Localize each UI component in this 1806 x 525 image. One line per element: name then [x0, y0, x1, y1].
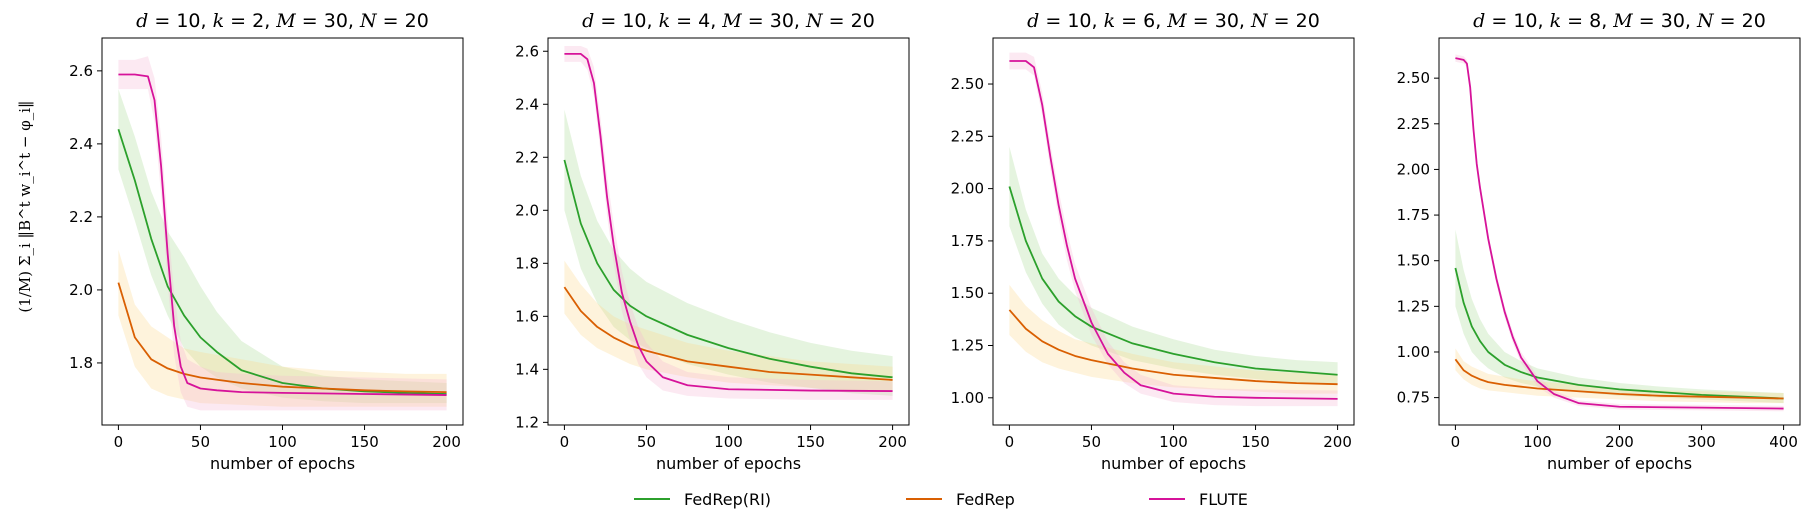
- x-tick-label: 200: [878, 433, 907, 451]
- x-tick-label: 200: [1323, 433, 1352, 451]
- y-tick-label: 0.75: [1397, 389, 1430, 407]
- y-tick-label: 1.50: [1397, 252, 1430, 270]
- x-tick-label: 0: [114, 433, 124, 451]
- x-axis-label: number of epochs: [210, 454, 355, 473]
- x-tick-label: 400: [1769, 433, 1798, 451]
- y-tick-label: 1.25: [1397, 297, 1430, 315]
- x-tick-label: 0: [560, 433, 570, 451]
- x-tick-label: 150: [350, 433, 379, 451]
- x-tick-label: 50: [637, 433, 656, 451]
- line-fedrepri: [117, 128, 447, 395]
- x-tick-label: 50: [1082, 433, 1101, 451]
- x-tick-label: 100: [1159, 433, 1188, 451]
- x-tick-label: 200: [432, 433, 461, 451]
- y-tick-label: 2.25: [1397, 115, 1430, 133]
- y-tick-label: 1.25: [951, 337, 984, 355]
- legend-item-fedrep: FedRep: [906, 490, 1015, 509]
- legend-label: FLUTE: [1199, 490, 1248, 509]
- y-tick-label: 2.6: [515, 42, 539, 60]
- x-tick-label: 0: [1005, 433, 1015, 451]
- y-tick-label: 2.2: [515, 148, 539, 166]
- legend-item-flute: FLUTE: [1149, 490, 1248, 509]
- y-tick-label: 1.00: [951, 389, 984, 407]
- legend-label: FedRep(RI): [684, 490, 771, 509]
- y-tick-label: 1.8: [69, 354, 93, 372]
- line-fedrep: [1454, 358, 1784, 400]
- y-tick-label: 2.4: [515, 95, 539, 113]
- legend-label: FedRep: [956, 490, 1015, 509]
- y-tick-label: 2.4: [69, 135, 93, 153]
- legend: FedRep(RI) FedRep FLUTE: [634, 490, 1248, 509]
- y-tick-label: 2.2: [69, 208, 93, 226]
- x-axis-label: number of epochs: [1101, 454, 1246, 473]
- chart-panel-2: 0 50 100 150 200 1.2 1.4 1.6 1.8 2.0 2.2 2.4 2.6 d = …: [515, 10, 910, 473]
- x-tick-label: 100: [1523, 433, 1552, 451]
- y-tick-label: 2.50: [951, 75, 984, 93]
- line-fedrep: [1008, 309, 1338, 386]
- band-fedrepri: [118, 89, 447, 404]
- x-tick-label: 150: [796, 433, 825, 451]
- plot-area: [1008, 52, 1338, 407]
- line-fedrepri: [563, 159, 893, 379]
- y-tick-label: 2.50: [1397, 69, 1430, 87]
- y-tick-label: 2.0: [69, 281, 93, 299]
- line-flute: [118, 73, 447, 396]
- line-flute: [1009, 60, 1338, 400]
- line-fedrep: [117, 282, 447, 394]
- y-tick-label: 1.50: [951, 284, 984, 302]
- line-fedrepri: [1008, 186, 1338, 376]
- x-tick-label: 150: [1241, 433, 1270, 451]
- y-tick-label: 1.2: [515, 413, 539, 431]
- band-fedrep: [564, 260, 893, 391]
- x-tick-label: 0: [1451, 433, 1461, 451]
- y-tick-label: 2.0: [515, 201, 539, 219]
- y-tick-label: 2.25: [951, 127, 984, 145]
- chart-panel-3: 0 50 100 150 200 1.00 1.25 1.50 1.75 2.00 2.25 2.50…: [951, 10, 1355, 473]
- y-tick-label: 1.8: [515, 254, 539, 272]
- x-tick-label: 300: [1687, 433, 1716, 451]
- band-flute: [118, 56, 447, 411]
- band-fedrepri: [564, 109, 893, 396]
- y-tick-label: 1.00: [1397, 343, 1430, 361]
- band-fedrep: [1455, 348, 1784, 404]
- y-tick-label: 2.00: [1397, 160, 1430, 178]
- y-axis-label: (1/M) Σ_i ‖B^t w_i^t − φ_i‖: [16, 100, 34, 312]
- plot-area: [1454, 54, 1784, 412]
- y-tick-label: 2.6: [69, 62, 93, 80]
- y-tick-label: 1.75: [1397, 206, 1430, 224]
- x-tick-label: 200: [1605, 433, 1634, 451]
- band-fedrep: [1009, 284, 1338, 394]
- chart-title: d = 10, k = 6, M = 30, N = 20: [1027, 10, 1320, 32]
- x-axis-label: number of epochs: [1547, 454, 1692, 473]
- line-fedrepri: [1454, 267, 1784, 400]
- chart-title: d = 10, k = 4, M = 30, N = 20: [582, 10, 875, 32]
- y-tick-label: 1.75: [951, 232, 984, 250]
- legend-item-fedrepri: FedRep(RI): [634, 490, 771, 509]
- x-tick-label: 100: [268, 433, 297, 451]
- plot-area: [117, 56, 447, 411]
- y-tick-label: 1.6: [515, 307, 539, 325]
- plot-area: [563, 45, 893, 400]
- band-flute: [1009, 52, 1338, 407]
- chart-panel-1: 0 50 100 150 200 1.8 2.0 2.2 2.4 2.6 d = 10, k = 2…: [16, 10, 464, 473]
- y-tick-label: 2.00: [951, 180, 984, 198]
- y-tick-label: 1.4: [515, 360, 539, 378]
- chart-title: d = 10, k = 8, M = 30, N = 20: [1473, 10, 1766, 32]
- x-tick-label: 100: [714, 433, 743, 451]
- line-flute: [1455, 57, 1784, 410]
- chart-title: d = 10, k = 2, M = 30, N = 20: [136, 10, 429, 32]
- line-fedrep: [563, 286, 893, 381]
- x-tick-label: 50: [191, 433, 210, 451]
- x-axis-label: number of epochs: [656, 454, 801, 473]
- band-fedrep: [118, 249, 447, 407]
- chart-panel-4: 0 100 200 300 400 0.75 1.00 1.25 1.50 1.75 2.00 2.2…: [1397, 10, 1801, 473]
- line-flute: [564, 53, 893, 392]
